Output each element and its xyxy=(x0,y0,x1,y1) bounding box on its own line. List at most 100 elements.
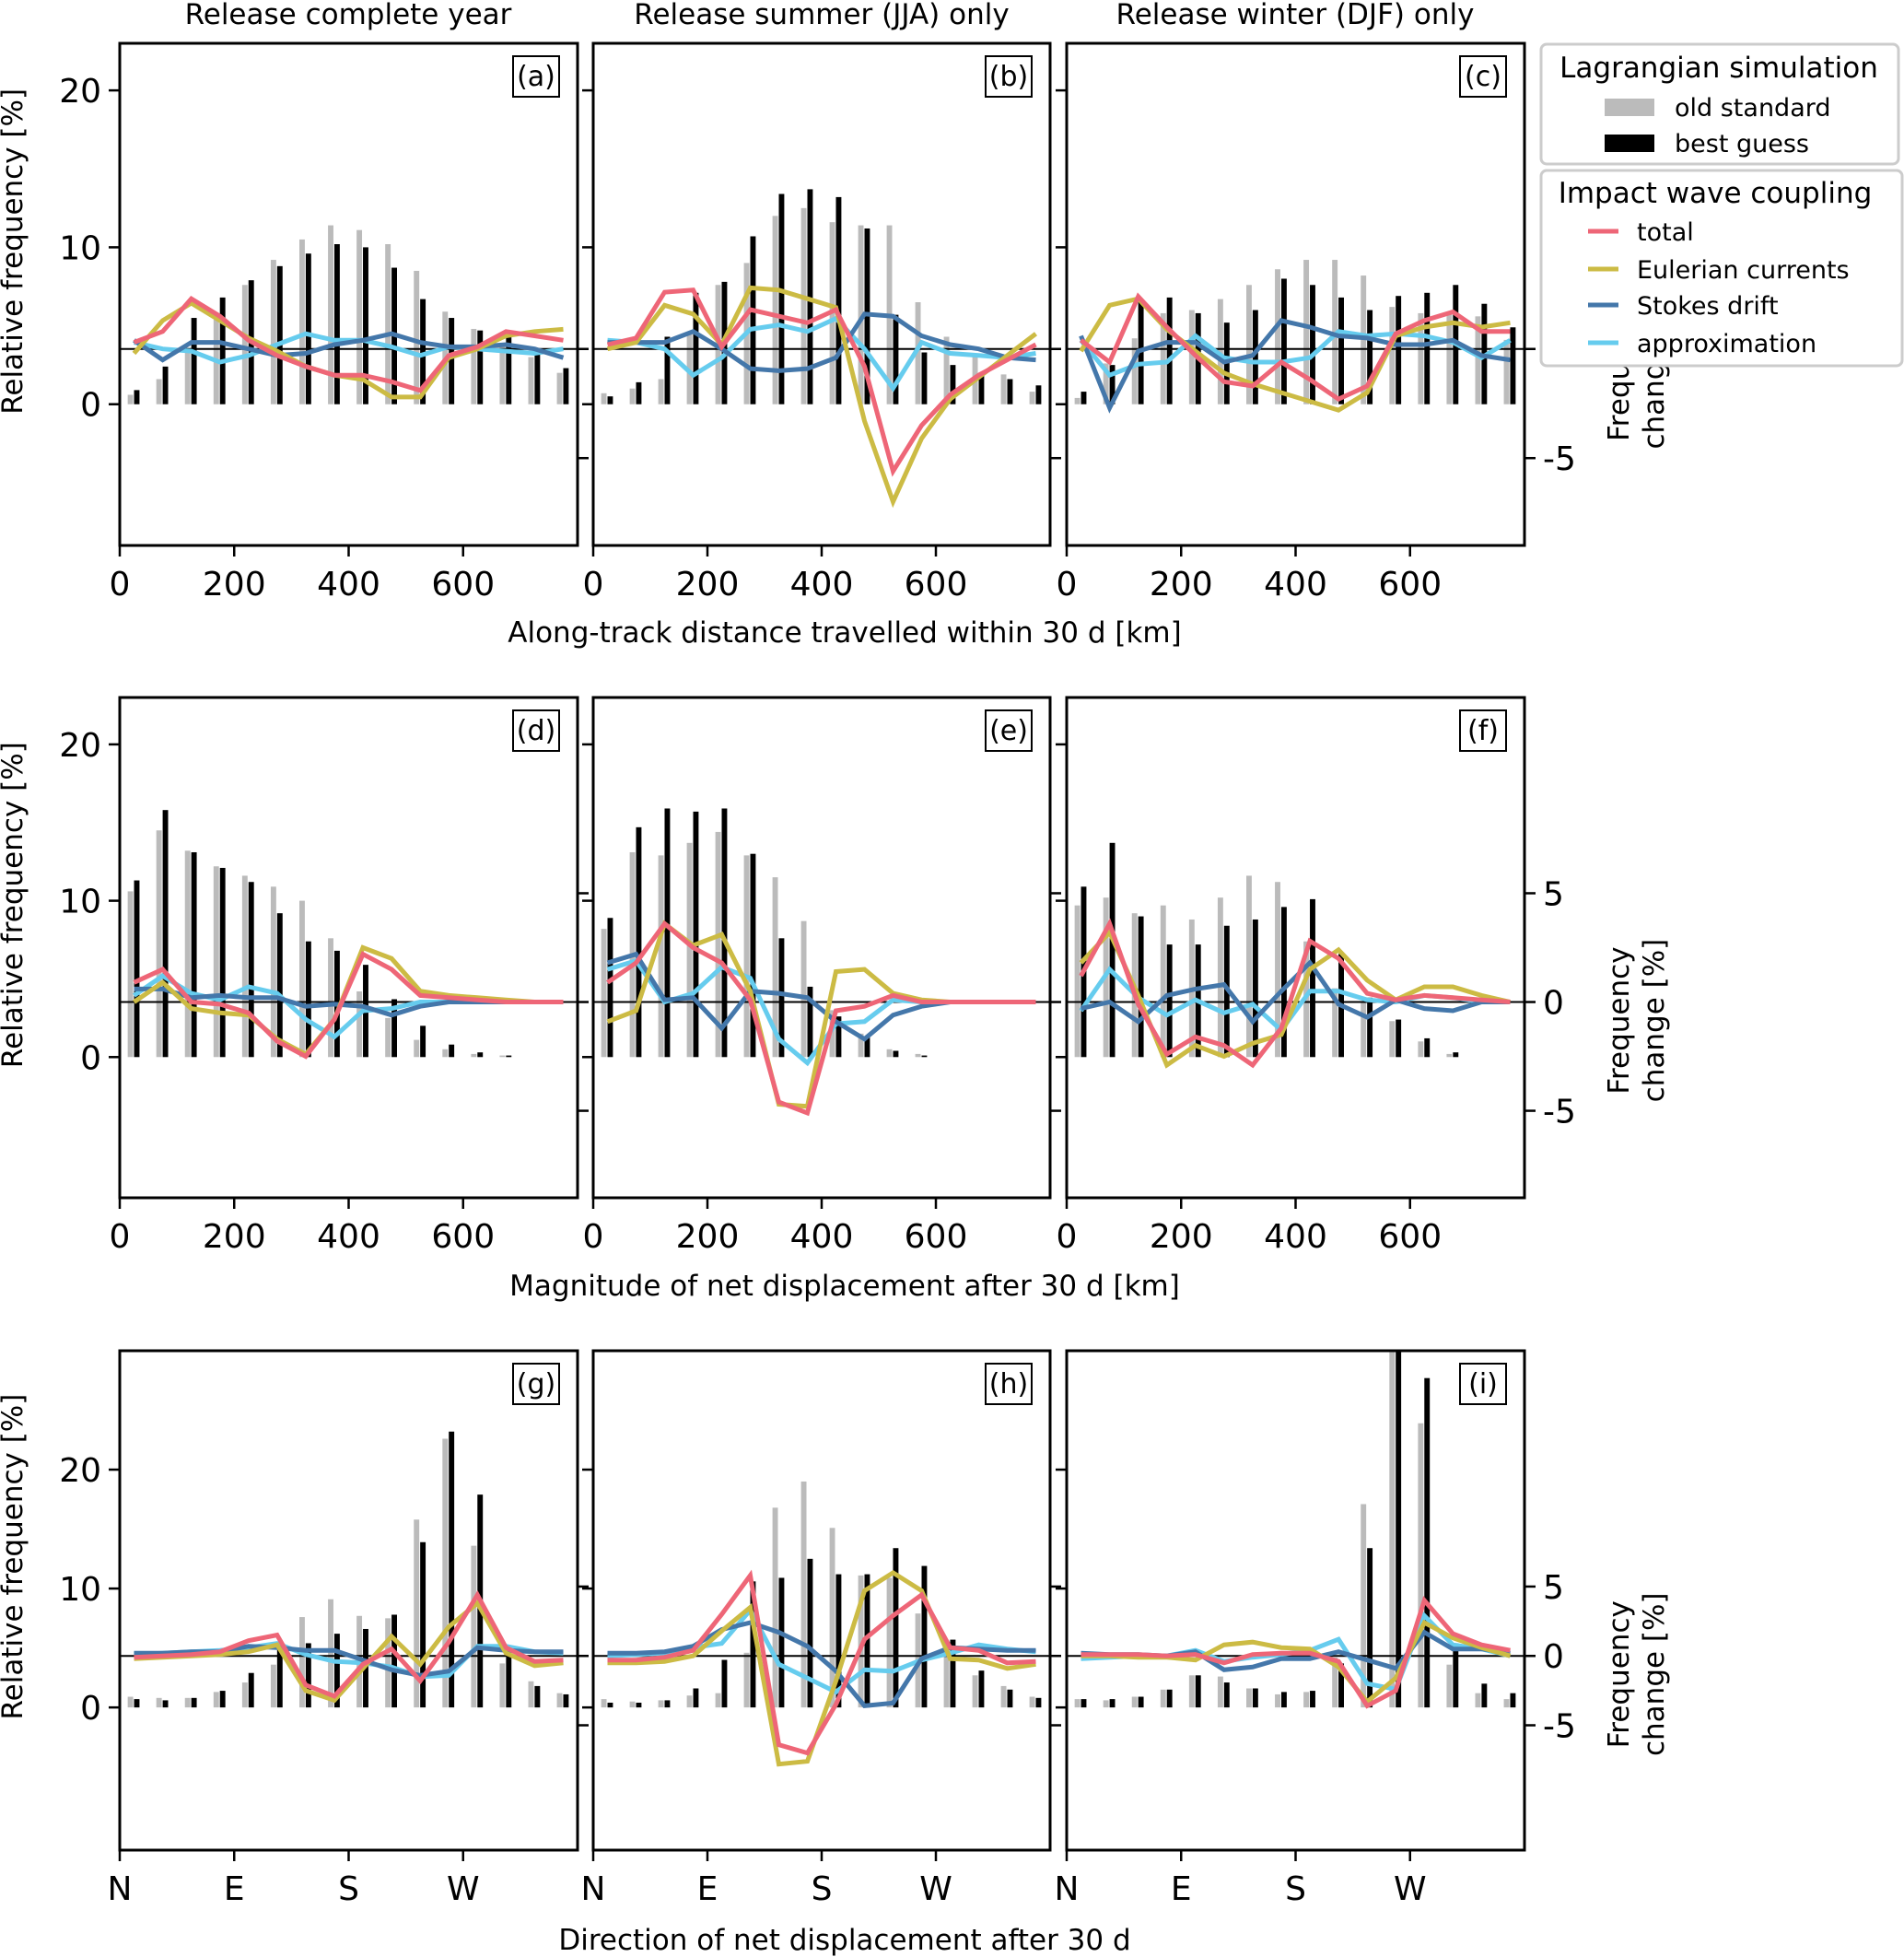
series-line-total xyxy=(133,295,564,393)
bar-best-guess xyxy=(134,880,140,1058)
bar-old-standard xyxy=(156,379,162,404)
bar-best-guess xyxy=(1280,278,1287,404)
bar-old-standard xyxy=(972,1675,978,1708)
panel-a: 0 200 400 600 0 10 20 (a) Relative frequency [%] xyxy=(0,41,589,604)
bar-old-standard xyxy=(1217,1676,1223,1708)
bar-best-guess xyxy=(1510,1693,1516,1708)
legend-lagrangian-box xyxy=(1539,42,1900,166)
series-line-total xyxy=(1079,918,1511,1069)
bar-best-guess xyxy=(1396,1019,1402,1058)
panel-label-box xyxy=(512,709,560,752)
panel-label-box xyxy=(1459,1363,1507,1405)
bar-best-guess xyxy=(534,1685,541,1708)
bar-old-standard xyxy=(1246,875,1252,1058)
y-tick-label-left: 10 xyxy=(59,229,101,267)
y-axis-label-left: Relative frequency [%] xyxy=(0,1394,29,1720)
bar-best-guess xyxy=(1007,379,1013,404)
series-line-stokes xyxy=(133,331,565,363)
panel-i: N E S W -5 0 5 (i) Frequency change [%] xyxy=(1055,1349,1671,1908)
panel-label-box xyxy=(512,1363,560,1405)
x-tick-label: 200 xyxy=(676,1218,740,1256)
bar-best-guess xyxy=(1367,1548,1373,1708)
column-title-winter: Release winter (DJF) only xyxy=(1116,0,1475,31)
y-axis-label-right-line2: change [%] xyxy=(1638,939,1671,1103)
bar-old-standard xyxy=(743,1652,750,1708)
bar-best-guess xyxy=(219,1691,226,1708)
bar-old-standard xyxy=(1131,338,1138,404)
bar-best-guess xyxy=(305,941,311,1058)
bar-old-standard xyxy=(556,372,563,404)
bar-old-standard xyxy=(184,1697,191,1708)
y-tick-label-right: 5 xyxy=(1543,875,1564,913)
bar-old-standard xyxy=(1446,1664,1453,1708)
bar-best-guess xyxy=(477,330,484,404)
x-tick-label: N xyxy=(108,1870,133,1908)
bar-old-standard xyxy=(1446,1053,1453,1058)
bar-old-standard xyxy=(1188,1675,1195,1708)
bar-old-standard xyxy=(1217,897,1223,1058)
plot-area xyxy=(120,810,578,1060)
y-tick-label-left: 20 xyxy=(59,1452,101,1490)
bar-old-standard xyxy=(1000,374,1007,404)
bar-old-standard xyxy=(471,1545,477,1708)
bar-best-guess xyxy=(893,314,899,404)
bar-old-standard xyxy=(1160,1689,1166,1708)
y-tick-label-right: 5 xyxy=(1543,1569,1564,1607)
bar-best-guess xyxy=(1080,392,1087,404)
bar-best-guess xyxy=(449,1044,455,1058)
bar-best-guess xyxy=(950,365,956,404)
bar-best-guess xyxy=(1080,1699,1087,1708)
series-line-eulerian xyxy=(606,285,1038,509)
bar-best-guess xyxy=(305,1643,311,1708)
bar-best-guess xyxy=(864,1037,870,1058)
bar-old-standard xyxy=(1074,905,1080,1058)
series-line-stokes xyxy=(1080,959,1511,1025)
panel-h: N E S W (h) xyxy=(581,1349,1061,1908)
bar-old-standard xyxy=(241,875,248,1058)
bar-old-standard xyxy=(601,1699,607,1708)
legend-impact-title: Impact wave coupling xyxy=(1559,177,1873,210)
bar-old-standard xyxy=(1000,1685,1007,1708)
bar-old-standard xyxy=(213,1692,219,1708)
bar-old-standard xyxy=(858,1575,864,1708)
bar-best-guess xyxy=(563,1693,569,1708)
bar-best-guess xyxy=(607,396,613,404)
bar-best-guess xyxy=(391,999,397,1058)
series-line-total xyxy=(606,287,1037,477)
bar-old-standard xyxy=(1418,312,1424,404)
panel-label: (d) xyxy=(517,715,555,747)
bar-best-guess xyxy=(1310,1691,1315,1708)
bar-best-guess xyxy=(750,853,756,1058)
bar-old-standard xyxy=(414,270,420,404)
panel-frame xyxy=(118,41,579,547)
y-tick-label-right: 0 xyxy=(1543,985,1564,1023)
bar-best-guess xyxy=(1138,302,1144,404)
bar-old-standard xyxy=(385,1618,391,1708)
bar-old-standard xyxy=(1188,310,1195,404)
bar-old-standard xyxy=(715,1693,721,1708)
bar-best-guess xyxy=(333,244,340,404)
x-axis-label-row1: Along-track distance travelled within 30… xyxy=(508,616,1181,650)
x-tick-label: N xyxy=(581,1870,606,1908)
y-tick-label-right: -5 xyxy=(1543,1094,1576,1131)
x-tick-label: 0 xyxy=(1057,566,1078,604)
x-tick-label: 400 xyxy=(790,1218,854,1256)
x-tick-label: 200 xyxy=(1150,1218,1213,1256)
bar-best-guess xyxy=(636,381,642,404)
bar-best-guess xyxy=(477,1052,484,1058)
y-tick-label-left: 20 xyxy=(59,727,101,765)
series-line-total xyxy=(1080,1595,1511,1709)
plot-area xyxy=(1067,842,1524,1069)
y-tick-label-right: -5 xyxy=(1543,440,1576,478)
bar-best-guess xyxy=(1338,297,1344,404)
plot-area xyxy=(1067,260,1524,414)
panel-label: (f) xyxy=(1467,715,1499,747)
plot-area xyxy=(1067,1351,1524,1709)
bar-old-standard xyxy=(213,866,219,1058)
bar-old-standard xyxy=(499,1055,506,1058)
bar-old-standard xyxy=(241,1682,248,1708)
bar-best-guess xyxy=(1310,285,1315,404)
bar-best-guess xyxy=(191,851,197,1058)
bar-old-standard xyxy=(800,1481,807,1708)
bar-old-standard xyxy=(686,842,693,1058)
